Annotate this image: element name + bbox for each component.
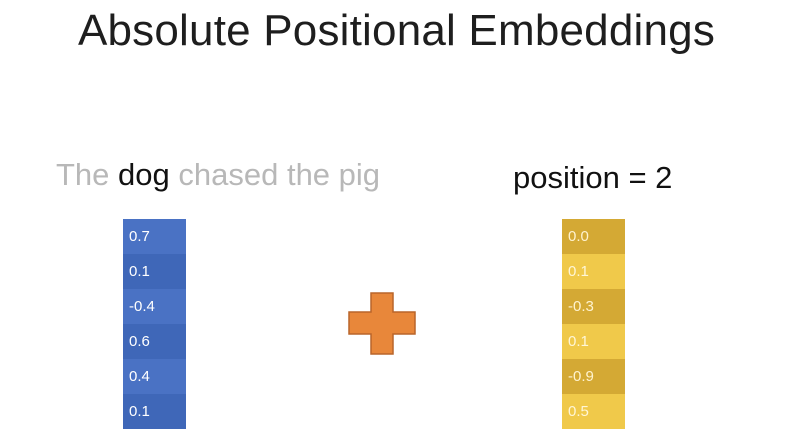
- position-vector-cell: 0.1: [562, 324, 625, 359]
- sentence-prefix: The: [56, 157, 119, 192]
- position-label: position = 2: [513, 160, 673, 195]
- word-vector-cell: 0.1: [123, 254, 186, 289]
- plus-icon: [348, 292, 416, 355]
- word-vector-cell: 0.1: [123, 394, 186, 429]
- slide-title: Absolute Positional Embeddings: [77, 6, 716, 55]
- position-vector-cell: -0.9: [562, 359, 625, 394]
- position-vector-cell: -0.3: [562, 289, 625, 324]
- word-vector-cell: 0.6: [123, 324, 186, 359]
- word-vector-cell: 0.4: [123, 359, 186, 394]
- example-sentence: The dog chased the pig: [56, 157, 380, 193]
- highlighted-word: dog: [118, 157, 170, 192]
- position-vector-cell: 0.0: [562, 219, 625, 254]
- word-vector-cell: -0.4: [123, 289, 186, 324]
- sentence-suffix: chased the pig: [169, 157, 381, 192]
- word-vector-cell: 0.7: [123, 219, 186, 254]
- word-embedding-vector: 0.7 0.1 -0.4 0.6 0.4 0.1: [123, 219, 186, 429]
- position-vector-cell: 0.1: [562, 254, 625, 289]
- position-embedding-vector: 0.0 0.1 -0.3 0.1 -0.9 0.5: [562, 219, 625, 429]
- position-vector-cell: 0.5: [562, 394, 625, 429]
